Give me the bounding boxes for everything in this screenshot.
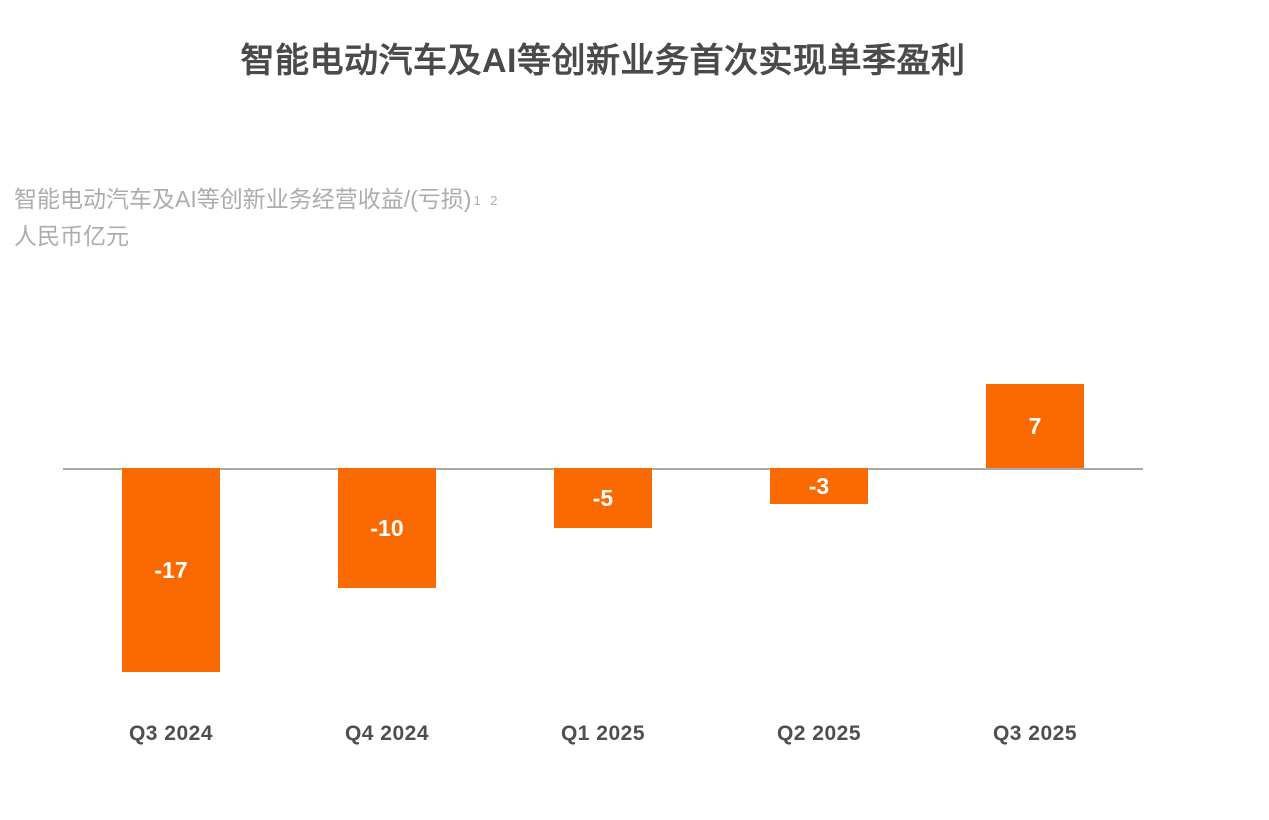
x-axis-tick-label: Q1 2025 [560,722,646,745]
chart-subtitle: 智能电动汽车及AI等创新业务经营收益/(亏损) 1 2 人民币亿元 [14,181,501,255]
bar: -5 [554,468,652,528]
footnote-markers: 1 2 [473,193,501,208]
bar: -10 [338,468,436,588]
y-axis-label: 智能电动汽车及AI等创新业务经营收益/(亏损) 1 2 [14,181,501,218]
bar-column: 7 [927,380,1143,680]
bar-chart: -17 -10 -5 -3 7 [63,380,1143,680]
bars-container: -17 -10 -5 -3 7 [63,380,1143,680]
x-axis-labels: Q3 2024 Q4 2024 Q1 2025 Q2 2025 Q3 2025 [63,722,1143,756]
y-axis-label-text: 智能电动汽车及AI等创新业务经营收益/(亏损) [14,186,472,212]
bar: -17 [122,468,220,672]
x-axis-tick-label: Q3 2025 [992,722,1078,745]
bar-column: -17 [63,380,279,680]
bar-value-label: -17 [154,556,188,583]
x-axis-tick-label: Q4 2024 [344,722,430,745]
bar-column: -5 [495,380,711,680]
x-axis-tick-label: Q3 2024 [128,722,214,745]
bar-column: -3 [711,380,927,680]
x-axis-tick-label: Q2 2025 [776,722,862,745]
bar: 7 [986,384,1084,468]
bar-value-label: -5 [592,484,614,511]
bar-column: -10 [279,380,495,680]
bar: -3 [770,468,868,504]
unit-label: 人民币亿元 [14,223,129,249]
bar-value-label: 7 [1028,412,1042,439]
chart-title: 智能电动汽车及AI等创新业务首次实现单季盈利 [240,42,966,80]
bar-value-label: -10 [370,514,404,541]
bar-value-label: -3 [808,472,830,499]
